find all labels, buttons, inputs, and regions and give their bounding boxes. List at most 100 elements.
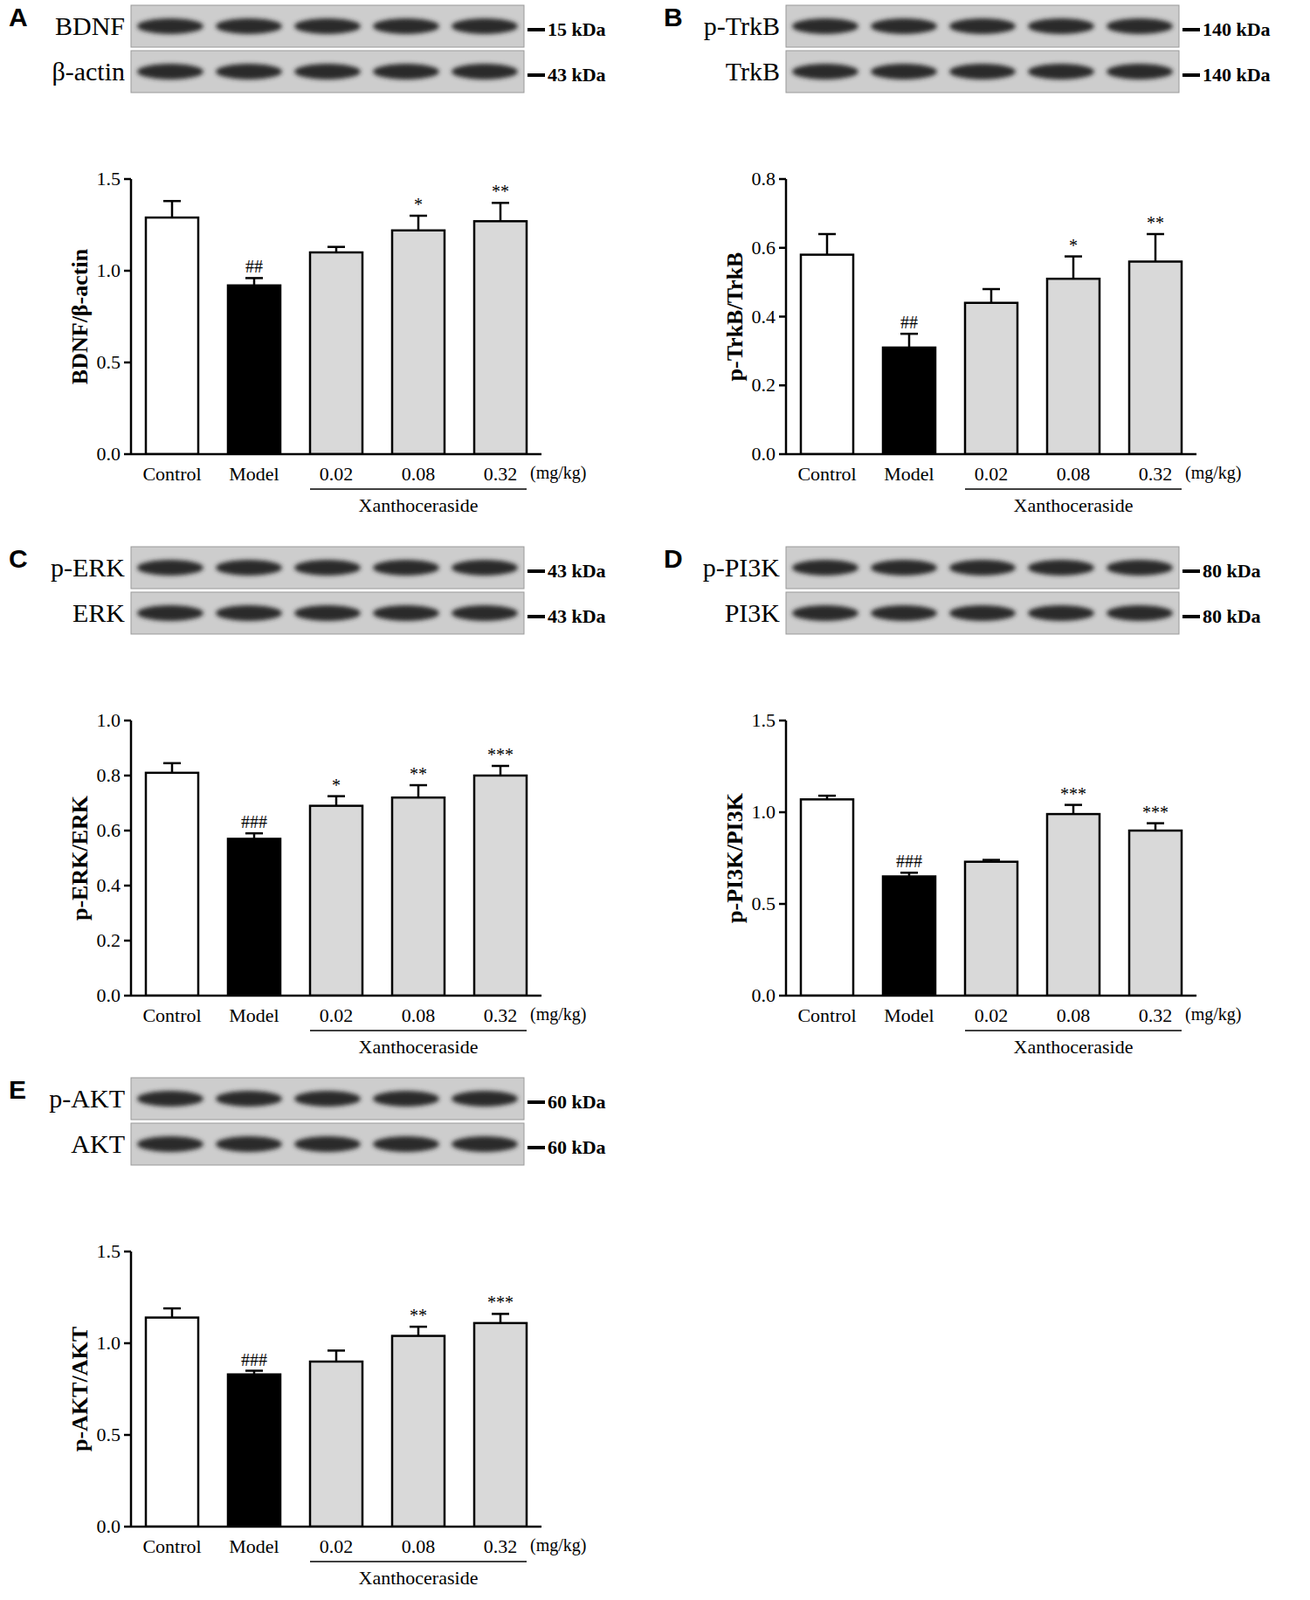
unit-label: (mg/kg) (1185, 1004, 1242, 1025)
blot-band (137, 1090, 204, 1107)
x-tick-label: Control (142, 1004, 201, 1027)
y-axis-label: p-PI3K/PI3K (722, 792, 748, 924)
kda-marker (527, 1145, 545, 1150)
blot-band (294, 605, 361, 621)
bar (882, 347, 936, 455)
bar (1047, 813, 1100, 996)
error-cap (491, 765, 510, 768)
blot-strip (786, 50, 1179, 93)
blot-band (215, 18, 283, 35)
y-tick (779, 178, 786, 181)
significance-label: * (413, 194, 423, 214)
blot-band (1106, 605, 1173, 621)
y-tick-label: 0.6 (751, 236, 777, 259)
kda-label: 60 kDa (547, 1136, 607, 1159)
y-tick (779, 453, 786, 456)
error-bar (1154, 823, 1158, 831)
y-tick (124, 1434, 131, 1437)
significance-label: *** (487, 744, 514, 765)
blot-band (1106, 18, 1173, 35)
kda-label: 15 kDa (547, 18, 607, 41)
kda-marker (527, 27, 545, 32)
bar (392, 1336, 445, 1527)
bar (392, 230, 445, 455)
bar (145, 1317, 199, 1527)
significance-label: * (1068, 235, 1078, 256)
x-tick-label: 0.32 (483, 1535, 518, 1558)
significance-label: ## (900, 312, 918, 332)
y-tick-label: 0.0 (96, 442, 122, 465)
blot-band (372, 1136, 440, 1152)
blot-band (451, 63, 518, 80)
x-axis (131, 453, 542, 456)
x-tick-label: 0.32 (483, 1004, 518, 1027)
blot-strip (786, 5, 1179, 48)
y-tick (779, 315, 786, 318)
significance-label: ** (409, 1305, 428, 1325)
y-tick (124, 1342, 131, 1345)
panel-letter: E (8, 1075, 27, 1104)
y-tick (779, 384, 786, 387)
bar (474, 775, 527, 996)
y-tick (779, 247, 786, 250)
error-cap (818, 233, 836, 236)
blot-band (1027, 559, 1095, 576)
y-tick-label: 0.0 (96, 1515, 122, 1538)
bar (1129, 830, 1182, 996)
bar (145, 772, 199, 996)
bar (800, 255, 854, 455)
error-cap (409, 214, 428, 218)
unit-label: (mg/kg) (530, 462, 587, 483)
y-tick-label: 0.8 (751, 167, 777, 190)
bar (965, 861, 1018, 996)
error-bar (171, 763, 174, 773)
blot-label: TrkB (725, 56, 780, 86)
significance-label: ** (409, 764, 428, 784)
error-cap (245, 832, 263, 835)
group-label: Xanthoceraside (1013, 494, 1134, 517)
y-tick-label: 1.0 (96, 709, 122, 731)
group-label: Xanthoceraside (358, 1035, 479, 1058)
blot-band (294, 63, 361, 80)
y-axis-label: p-ERK/ERK (67, 794, 93, 921)
unit-label: (mg/kg) (530, 1004, 587, 1025)
blot-strip (786, 592, 1179, 635)
blot-band (372, 63, 440, 80)
error-cap (982, 288, 1000, 291)
y-tick-label: 0.0 (96, 984, 122, 1007)
x-tick-label: 0.02 (319, 462, 354, 485)
bar (1129, 262, 1182, 456)
error-bar (171, 200, 174, 218)
blot-band (451, 1136, 518, 1152)
error-bar (499, 1313, 503, 1324)
y-axis-label: p-TrkB/TrkB (722, 252, 748, 382)
group-line (310, 488, 527, 490)
group-label: Xanthoceraside (358, 1566, 479, 1589)
bars (800, 795, 1182, 996)
x-tick-label: 0.32 (483, 462, 518, 485)
error-bar (499, 765, 503, 776)
y-tick (124, 1525, 131, 1529)
group-line (965, 1029, 1182, 1032)
blot-band (137, 605, 204, 621)
blot-strip (131, 5, 524, 48)
error-bar (253, 277, 256, 285)
panel: Bp-TrkB140 kDaTrkB140 kDa##***0.00.20.40… (663, 2, 1271, 517)
bars (145, 200, 527, 455)
panel-letter: B (663, 2, 683, 32)
x-tick-label: Model (883, 1004, 934, 1027)
y-tick (124, 1250, 131, 1254)
y-tick-label: 0.5 (751, 892, 777, 915)
bar (474, 1323, 527, 1527)
blot-band (372, 559, 440, 576)
blot-band (1027, 605, 1095, 621)
y-axis (130, 179, 133, 455)
blot-band (372, 1090, 440, 1107)
unit-label: (mg/kg) (1185, 462, 1242, 483)
error-cap (1064, 255, 1083, 258)
kda-label: 140 kDa (1202, 63, 1271, 86)
significance-label: ** (1146, 213, 1165, 233)
x-axis (131, 1525, 542, 1529)
y-tick-label: 1.0 (751, 800, 777, 823)
error-cap (900, 332, 918, 336)
